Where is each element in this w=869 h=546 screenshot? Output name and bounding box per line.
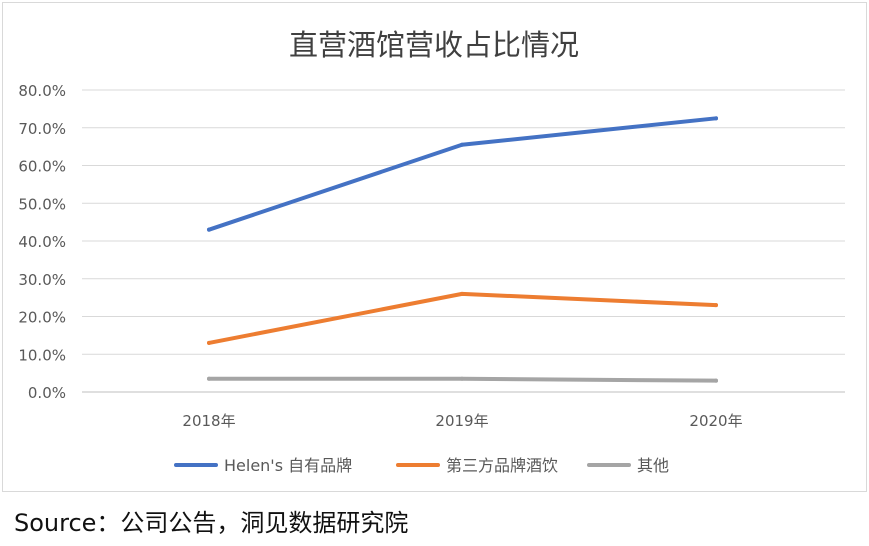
x-tick-label: 2020年 (689, 412, 742, 430)
legend-label: Helen's 自有品牌 (224, 456, 352, 475)
x-tick-label: 2019年 (435, 412, 488, 430)
series-line-2 (207, 291, 718, 345)
x-axis-ticks: 2018年 2019年 2020年 (182, 412, 742, 430)
y-axis-ticks: 0.0% 10.0% 20.0% 30.0% 40.0% 50.0% 60.0% 70.0% 8… (18, 82, 66, 402)
data-point (714, 303, 718, 308)
legend-item-1[interactable]: Helen's 自有品牌 (174, 456, 352, 475)
legend-item-3[interactable]: 其他 (587, 456, 669, 475)
y-tick-label: 60.0% (18, 158, 66, 176)
legend-label: 第三方品牌酒饮 (446, 456, 558, 475)
data-point (460, 142, 464, 147)
legend-item-2[interactable]: 第三方品牌酒饮 (396, 456, 558, 475)
y-tick-label: 50.0% (18, 195, 66, 213)
y-tick-label: 0.0% (28, 384, 66, 402)
chart-frame (2, 2, 867, 492)
data-point (207, 376, 211, 381)
data-point (460, 376, 464, 381)
y-tick-label: 30.0% (18, 271, 66, 289)
y-tick-label: 80.0% (18, 82, 66, 100)
data-point (207, 227, 211, 232)
legend-label: 其他 (637, 456, 669, 475)
source-note: Source：公司公告，洞见数据研究院 (14, 509, 409, 537)
data-point (714, 378, 718, 383)
chart-title: 直营酒馆营收占比情况 (289, 28, 579, 62)
y-tick-label: 20.0% (18, 309, 66, 327)
series-line-1 (207, 116, 718, 232)
gridlines (82, 89, 845, 393)
data-point (460, 291, 464, 296)
y-tick-label: 70.0% (18, 120, 66, 138)
legend[interactable]: Helen's 自有品牌 第三方品牌酒饮 其他 (174, 456, 669, 475)
data-point (207, 340, 211, 345)
x-tick-label: 2018年 (182, 412, 235, 430)
y-tick-label: 10.0% (18, 346, 66, 364)
data-point (714, 116, 718, 121)
series-lines (207, 116, 718, 383)
y-tick-label: 40.0% (18, 233, 66, 251)
